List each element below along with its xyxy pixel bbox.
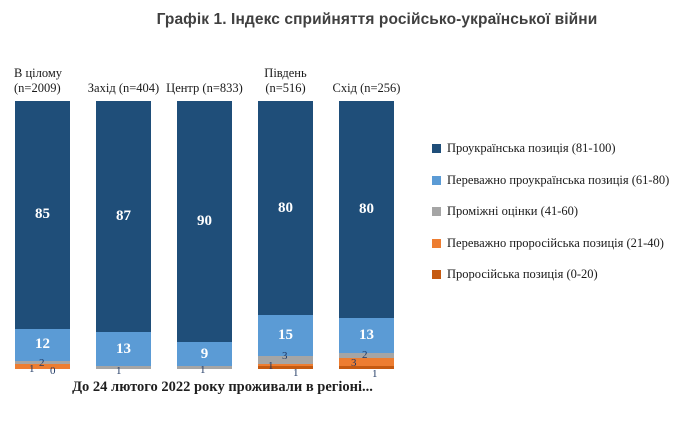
bar-segment: 90	[177, 101, 232, 343]
small-value-label: 1	[293, 367, 299, 379]
bar-segment	[258, 363, 313, 367]
bar-segment: 13	[96, 331, 151, 367]
bar-segment	[177, 366, 232, 369]
chart-title: Графік 1. Індекс сприйняття російсько-ук…	[156, 11, 598, 28]
bar-value-label: 9	[200, 345, 209, 362]
bar-value-label: 85	[35, 206, 50, 223]
category-label: Захід (n=404)	[87, 81, 160, 95]
legend: Проукраїнська позиція (81-100) Переважно …	[432, 141, 669, 299]
legend-item: Проміжні оцінки (41-60)	[432, 204, 669, 219]
small-value-label: 1	[372, 368, 378, 380]
category-label: В цілому (n=2009)	[14, 66, 63, 95]
small-value-label: 3	[351, 357, 357, 369]
legend-label: Переважно проукраїнська позиція (61-80)	[447, 172, 670, 187]
bar-value-label: 13	[116, 340, 131, 357]
bar-segment	[339, 358, 394, 367]
bar-segment	[339, 352, 394, 359]
bar-segment	[15, 363, 70, 369]
small-value-label: 1	[29, 363, 35, 375]
legend-swatch-icon	[432, 270, 441, 279]
small-value-label: 3	[282, 350, 288, 362]
bar-segment: 85	[15, 101, 70, 329]
small-value-label: 0	[50, 365, 56, 377]
bar-segment: 80	[258, 101, 313, 316]
legend-item: Переважно проросійська позиція (21-40)	[432, 236, 669, 251]
small-value-label: 1	[116, 365, 122, 377]
bar-value-label: 15	[278, 326, 293, 343]
legend-label: Переважно проросійська позиція (21-40)	[447, 235, 664, 250]
bar-segment: 9	[177, 342, 232, 367]
legend-label: Проросійська позиція (0-20)	[447, 267, 598, 281]
bar-value-label: 80	[359, 200, 374, 217]
legend-swatch-icon	[432, 175, 441, 185]
small-value-label: 1	[268, 360, 274, 372]
bar-segment: 80	[339, 101, 394, 318]
bar-segment: 15	[258, 315, 313, 356]
legend-item: Проросійська позиція (0-20)	[432, 267, 669, 282]
bar-segment	[339, 366, 394, 369]
bar-segment	[96, 366, 151, 369]
small-value-label: 2	[362, 349, 368, 361]
legend-item: Переважно проукраїнська позиція (61-80)	[432, 173, 669, 188]
legend-swatch-icon	[432, 207, 441, 216]
bar-segment	[258, 355, 313, 364]
legend-label: Проукраїнська позиція (81-100)	[447, 141, 616, 155]
legend-item: Проукраїнська позиція (81-100)	[432, 141, 669, 156]
bar-segment	[15, 360, 70, 364]
x-axis-caption: До 24 лютого 2022 року проживали в регіо…	[72, 379, 373, 395]
bar-value-label: 87	[116, 207, 131, 224]
legend-swatch-icon	[432, 144, 441, 153]
bar-value-label: 13	[359, 326, 374, 343]
legend-label: Проміжні оцінки (41-60)	[447, 204, 579, 218]
small-value-label: 1	[200, 364, 206, 376]
bar-segment: 87	[96, 101, 151, 332]
category-label: Схід (n=256)	[332, 81, 401, 95]
bar-value-label: 12	[35, 336, 50, 353]
category-label: Центр (n=833)	[166, 81, 243, 95]
category-label: Південь (n=516)	[264, 66, 307, 95]
bar-segment: 12	[15, 328, 70, 361]
bar-segment: 13	[339, 317, 394, 353]
bar-value-label: 80	[278, 199, 293, 216]
bar-value-label: 90	[197, 213, 212, 230]
legend-swatch-icon	[432, 238, 441, 248]
small-value-label: 2	[39, 357, 45, 369]
bar-segment	[258, 366, 313, 369]
